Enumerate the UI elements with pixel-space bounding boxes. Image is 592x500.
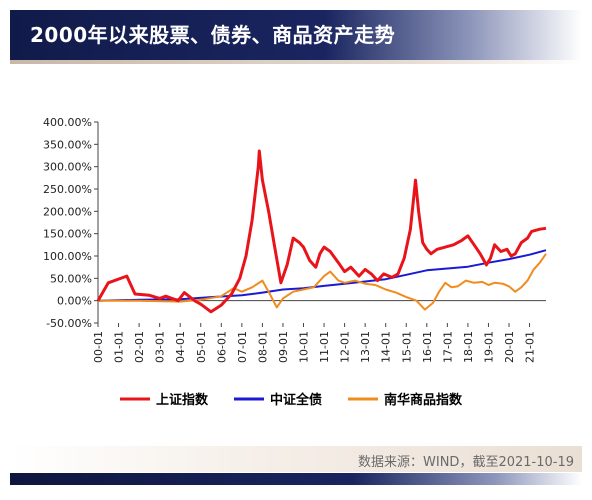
y-tick-label: 250.00% <box>43 183 92 196</box>
y-tick-label: 50.00% <box>50 272 92 285</box>
x-tick-label: 11-01 <box>318 331 331 363</box>
legend-label: 上证指数 <box>156 392 209 408</box>
x-tick-label: 12-01 <box>339 331 352 363</box>
legend-label: 南华商品指数 <box>384 392 463 408</box>
y-tick-label: 150.00% <box>43 228 92 241</box>
x-tick-label: 09-01 <box>277 331 290 363</box>
y-tick-label: 350.00% <box>43 138 92 151</box>
x-tick-label: 13-01 <box>359 331 372 363</box>
x-tick-label: 06-01 <box>215 331 228 363</box>
x-tick-label: 08-01 <box>256 331 269 363</box>
y-tick-label: 400.00% <box>43 116 92 129</box>
y-tick-label: 300.00% <box>43 161 92 174</box>
bottom-bar <box>10 473 582 485</box>
x-tick-label: 00-01 <box>92 331 105 363</box>
series-line-shanghai <box>96 149 547 314</box>
x-tick-label: 03-01 <box>154 331 167 363</box>
y-tick-label: 0.00% <box>57 295 92 308</box>
legend-label: 中证全债 <box>270 392 322 408</box>
x-tick-label: 20-01 <box>503 331 516 363</box>
x-tick-label: 07-01 <box>236 331 249 363</box>
x-tick-label: 18-01 <box>462 331 475 363</box>
y-tick-label: 200.00% <box>43 205 92 218</box>
source-bar: 数据来源：WIND，截至2021-10-19 <box>10 446 582 472</box>
x-tick-label: 17-01 <box>441 331 454 363</box>
title-bar: 2000年以来股票、债券、商品资产走势 <box>10 10 582 60</box>
x-tick-label: 16-01 <box>421 331 434 363</box>
x-tick-label: 02-01 <box>133 331 146 363</box>
x-tick-label: 05-01 <box>195 331 208 363</box>
x-tick-label: 15-01 <box>400 331 413 363</box>
source-note: 数据来源：WIND，截至2021-10-19 <box>358 455 574 470</box>
page-title: 2000年以来股票、债券、商品资产走势 <box>30 23 396 47</box>
series-line-commodity <box>98 253 547 311</box>
y-tick-label: 100.00% <box>43 250 92 263</box>
x-tick-label: 10-01 <box>298 331 311 363</box>
x-tick-label: 21-01 <box>524 331 537 363</box>
title-underline <box>10 60 582 64</box>
x-tick-label: 14-01 <box>380 331 393 363</box>
x-tick-label: 04-01 <box>174 331 187 363</box>
series-line-bond <box>97 249 547 302</box>
x-tick-label: 19-01 <box>482 331 495 363</box>
x-tick-label: 01-01 <box>113 331 126 363</box>
y-tick-label: -50.00% <box>46 317 92 330</box>
